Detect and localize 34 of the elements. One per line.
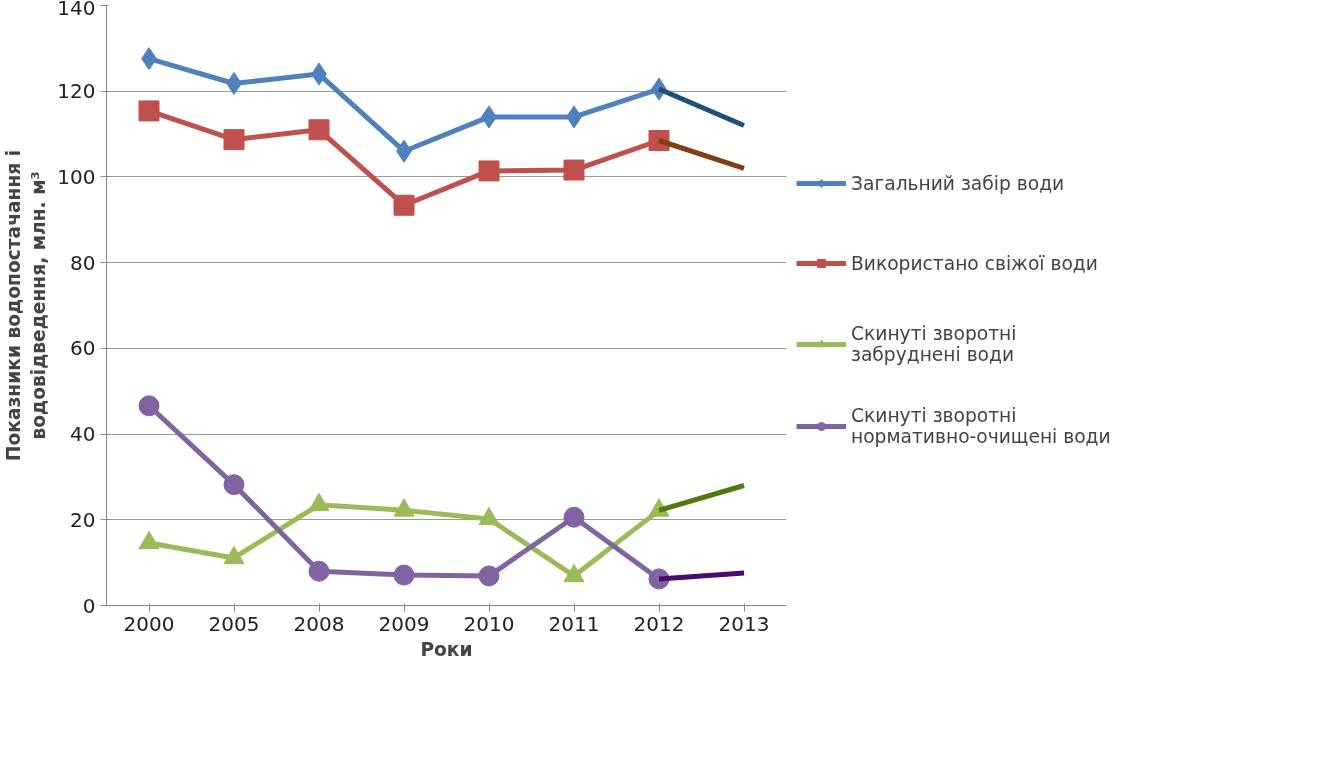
x-tick-label: 2005 — [208, 611, 260, 636]
y-tick-label: 100 — [57, 164, 96, 189]
point — [308, 560, 330, 582]
y-tick-label: 140 — [57, 0, 96, 20]
x-tick-label: 2011 — [548, 611, 600, 636]
x-tick-label: 2008 — [293, 611, 345, 636]
x-tick-label: 2012 — [633, 611, 685, 636]
x-axis-title: Роки — [420, 638, 473, 660]
legend-label: Скинуті зворотні нормативно-очищені води — [851, 405, 1111, 447]
point — [478, 565, 500, 587]
y-axis-title: Показники водопостачання і водовідведення, млн. м³ — [3, 149, 50, 462]
y-tick-label: 60 — [70, 336, 96, 361]
x-tick-label: 2009 — [378, 611, 430, 636]
x-tick-label: 2013 — [718, 611, 770, 636]
legend-label: Загальний забір води — [851, 171, 1065, 196]
legend-label: Використано свіжої води — [851, 251, 1098, 276]
point — [138, 395, 160, 417]
point — [138, 100, 160, 122]
point — [308, 119, 330, 141]
point — [223, 474, 245, 496]
y-tick-label: 0 — [82, 593, 96, 618]
x-tick-label: 2010 — [463, 611, 515, 636]
point — [393, 564, 415, 586]
point — [393, 194, 415, 216]
y-tick-label: 20 — [70, 507, 96, 532]
point — [223, 129, 245, 151]
legend-label: Скинуті зворотні забруднені води — [851, 323, 1017, 365]
point — [478, 160, 500, 182]
point — [563, 159, 585, 181]
point — [563, 506, 585, 528]
y-tick-label: 120 — [57, 79, 96, 104]
y-tick-label: 80 — [70, 250, 96, 275]
y-tick-label: 40 — [70, 422, 96, 447]
x-tick-label: 2000 — [123, 611, 175, 636]
